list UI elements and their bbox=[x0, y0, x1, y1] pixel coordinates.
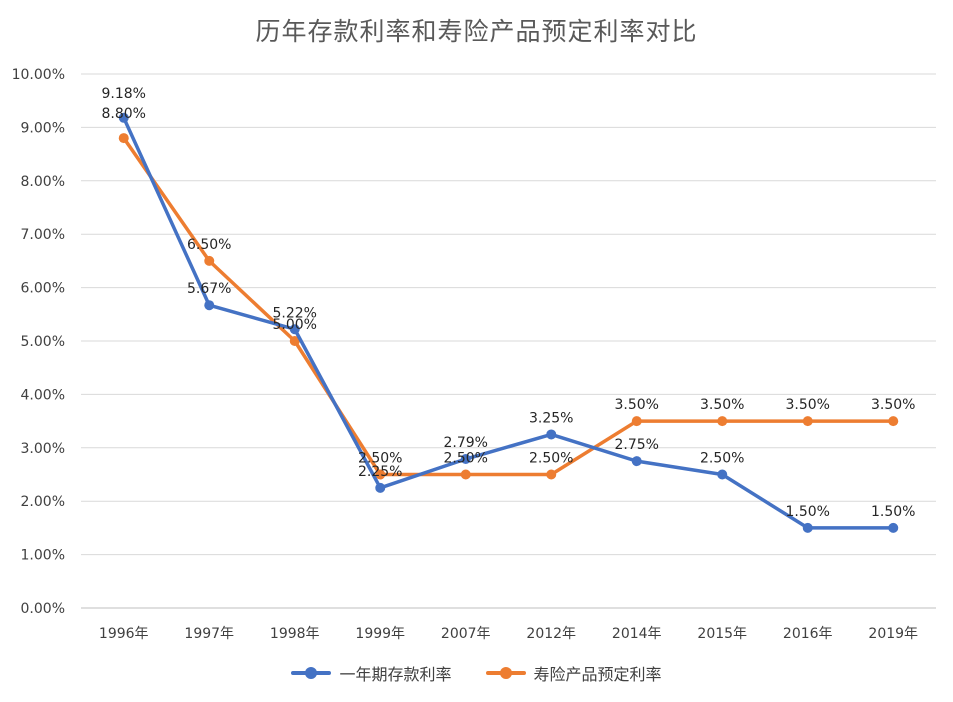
x-axis-ticks: 1996年 1997年 1998年 1999年 2007年 2012年 2014年 2015年… bbox=[99, 626, 918, 642]
data-point bbox=[375, 469, 386, 480]
series-line bbox=[122, 116, 895, 530]
data-label: 2.50% bbox=[700, 451, 744, 467]
data-label: 5.67% bbox=[187, 281, 231, 297]
x-tick-label: 1997年 bbox=[184, 626, 234, 642]
data-point bbox=[118, 112, 129, 123]
x-tick-label: 2016年 bbox=[783, 626, 833, 642]
data-point bbox=[375, 482, 386, 493]
legend-swatch-insurance-rate bbox=[485, 667, 526, 679]
x-tick-label: 2007年 bbox=[441, 626, 491, 642]
data-point bbox=[888, 416, 899, 427]
data-point bbox=[204, 300, 215, 311]
data-label: 3.50% bbox=[615, 397, 659, 413]
data-point bbox=[204, 255, 215, 266]
data-label: 8.80% bbox=[102, 106, 146, 122]
data-point bbox=[460, 469, 471, 480]
data-point bbox=[118, 133, 129, 144]
legend-label-insurance-rate: 寿险产品预定利率 bbox=[533, 665, 662, 684]
x-tick-label: 2015年 bbox=[697, 626, 747, 642]
data-label: 1.50% bbox=[786, 504, 830, 520]
data-label: 2.79% bbox=[444, 435, 488, 451]
x-tick-label: 2014年 bbox=[612, 626, 662, 642]
data-point bbox=[546, 429, 557, 440]
data-point bbox=[717, 416, 728, 427]
y-tick-label: 8.00% bbox=[21, 174, 65, 190]
y-tick-label: 4.00% bbox=[21, 387, 65, 403]
data-label: 9.18% bbox=[102, 86, 146, 102]
y-tick-label: 6.00% bbox=[21, 281, 65, 297]
data-label: 2.25% bbox=[358, 464, 402, 480]
data-point bbox=[717, 469, 728, 480]
data-label: 2.50% bbox=[358, 451, 402, 467]
series-line bbox=[122, 136, 895, 477]
legend-item-deposit-rate: 一年期存款利率 bbox=[291, 661, 452, 685]
x-tick-label: 2012年 bbox=[526, 626, 576, 642]
legend-label-deposit-rate: 一年期存款利率 bbox=[339, 665, 452, 684]
grid-lines bbox=[81, 73, 936, 609]
data-label: 3.50% bbox=[786, 397, 830, 413]
data-point bbox=[289, 324, 300, 335]
data-point bbox=[802, 522, 813, 533]
y-tick-label: 2.00% bbox=[21, 494, 65, 510]
chart-title: 历年存款利率和寿险产品预定利率对比 bbox=[255, 17, 698, 46]
data-point bbox=[631, 416, 642, 427]
x-tick-label: 2019年 bbox=[868, 626, 918, 642]
data-label: 3.50% bbox=[700, 397, 744, 413]
y-tick-label: 7.00% bbox=[21, 227, 65, 243]
x-tick-label: 1998年 bbox=[270, 626, 320, 642]
x-tick-label: 1999年 bbox=[355, 626, 405, 642]
legend: 一年期存款利率 寿险产品预定利率 bbox=[0, 661, 953, 685]
y-tick-label: 0.00% bbox=[21, 601, 65, 617]
data-label: 2.50% bbox=[529, 451, 573, 467]
data-labels: 9.18% 5.67% 5.22% 2.25% 2.79% 3.25% 2.75% 2.50%… bbox=[102, 86, 916, 520]
y-tick-label: 3.00% bbox=[21, 441, 65, 457]
legend-swatch-deposit-rate bbox=[291, 667, 332, 679]
data-label: 2.50% bbox=[444, 451, 488, 467]
series-lines bbox=[118, 112, 899, 533]
data-label: 2.75% bbox=[615, 437, 659, 453]
data-point bbox=[546, 469, 557, 480]
data-label: 6.50% bbox=[187, 237, 231, 253]
data-label: 1.50% bbox=[871, 504, 915, 520]
data-label: 5.00% bbox=[273, 317, 317, 333]
y-tick-label: 9.00% bbox=[21, 120, 65, 136]
y-axis-ticks: 0.00% 1.00% 2.00% 3.00% 4.00% 5.00% 6.00% 7.00%… bbox=[12, 67, 65, 617]
data-label: 3.25% bbox=[529, 410, 573, 426]
data-point bbox=[289, 336, 300, 346]
data-point bbox=[460, 454, 471, 465]
y-tick-label: 5.00% bbox=[21, 334, 65, 350]
data-point bbox=[802, 416, 813, 427]
data-point bbox=[888, 522, 899, 533]
data-point bbox=[631, 456, 642, 467]
data-label: 3.50% bbox=[871, 397, 915, 413]
x-tick-label: 1996年 bbox=[99, 626, 149, 642]
y-tick-label: 10.00% bbox=[12, 67, 65, 83]
data-label: 5.22% bbox=[273, 305, 317, 321]
legend-item-insurance-rate: 寿险产品预定利率 bbox=[485, 661, 662, 685]
y-tick-label: 1.00% bbox=[21, 548, 65, 564]
